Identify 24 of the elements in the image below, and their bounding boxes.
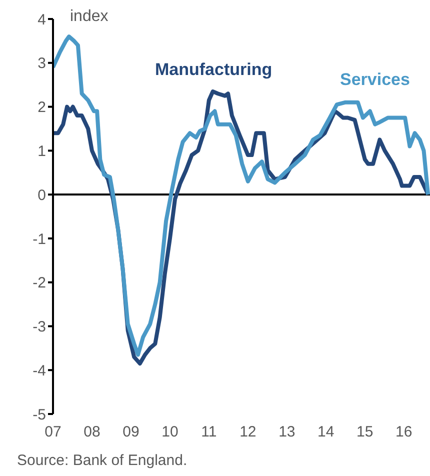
- y-tick-label: -4: [32, 362, 46, 380]
- y-tick-label: 2: [38, 99, 46, 116]
- y-tick-label: 3: [38, 55, 46, 72]
- x-tick-label: 09: [122, 424, 140, 441]
- x-tick-label: 08: [84, 424, 100, 441]
- x-tick-label: 10: [162, 424, 178, 441]
- y-tick-label: 0: [38, 186, 46, 204]
- y-tick-label: -3: [32, 318, 46, 336]
- y-tick-label: -5: [32, 406, 46, 424]
- source-note: Source: Bank of England.: [17, 452, 188, 469]
- annotation: index: [70, 8, 108, 26]
- y-tick-label: -2: [32, 274, 46, 292]
- x-tick-label: 13: [278, 424, 296, 441]
- y-tick-label: -1: [32, 230, 46, 248]
- x-tick-label: 07: [44, 424, 62, 441]
- x-tick-label: 14: [318, 424, 334, 441]
- x-tick-label: 12: [240, 424, 256, 441]
- series-label: Services: [340, 70, 410, 90]
- x-tick-label: 11: [201, 424, 217, 441]
- x-tick-label: 16: [396, 424, 412, 441]
- series-label: Manufacturing: [155, 60, 272, 80]
- y-tick-label: 4: [38, 11, 46, 28]
- x-tick-label: 15: [356, 424, 374, 441]
- y-tick-label: 1: [38, 142, 46, 160]
